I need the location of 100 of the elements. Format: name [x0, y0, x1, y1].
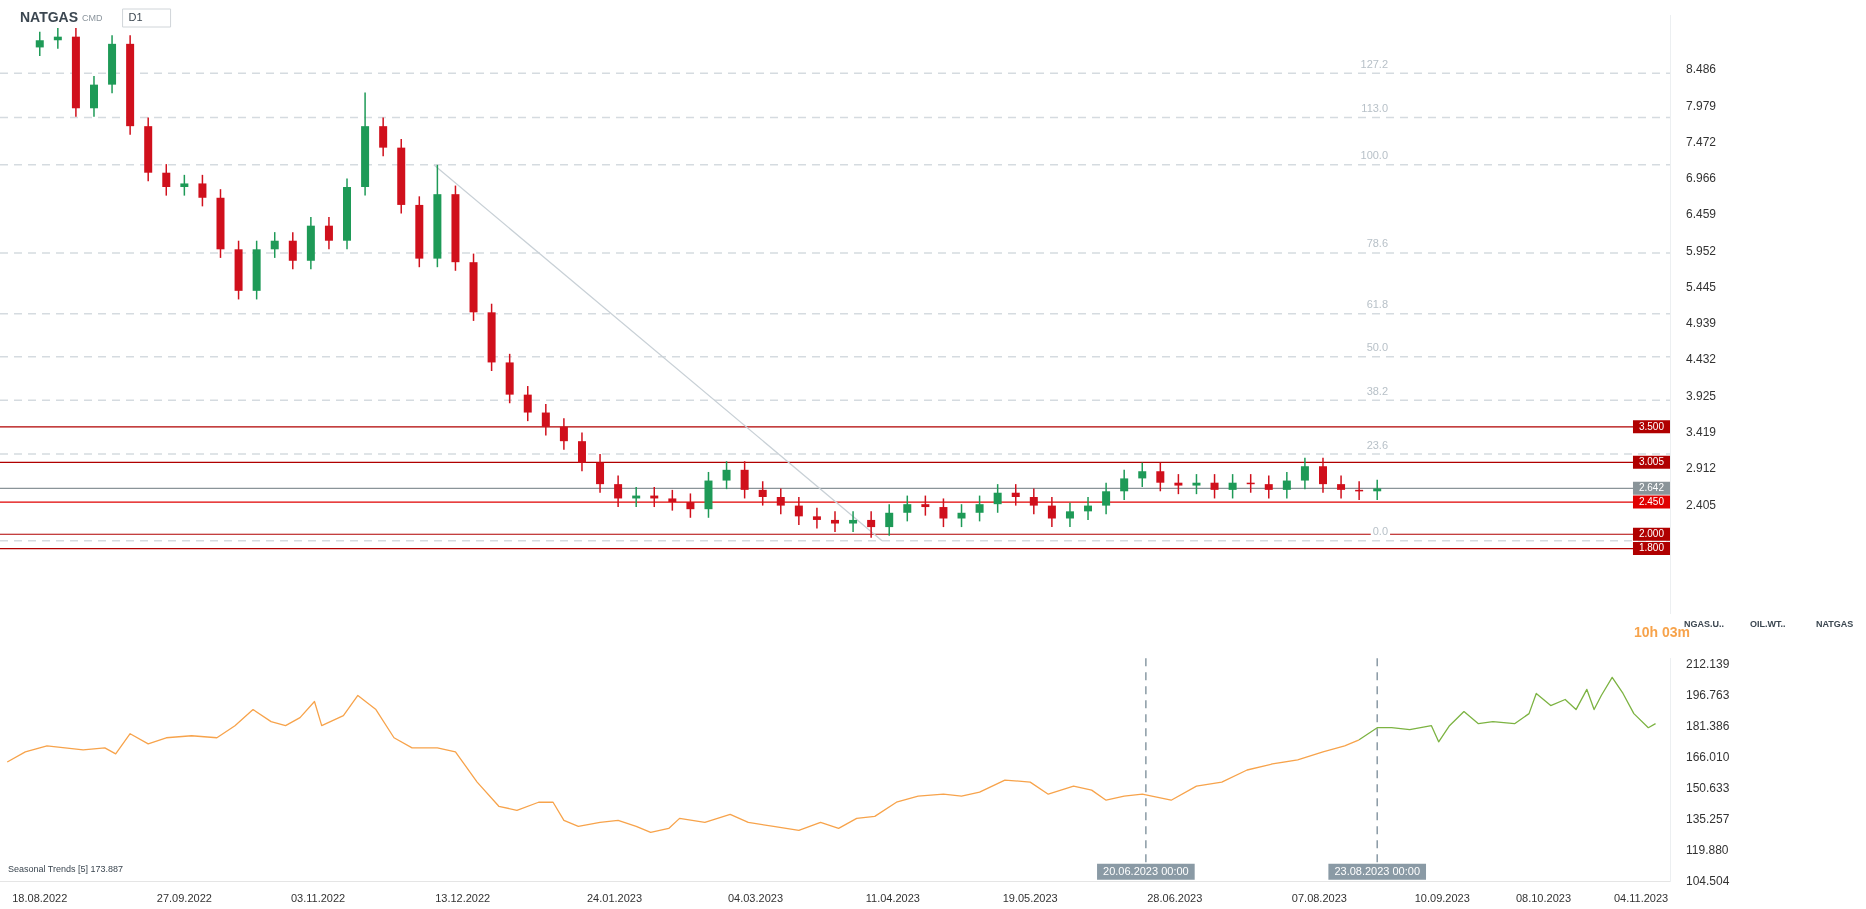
text: NATGAS	[1816, 619, 1854, 630]
candlestick	[1318, 456, 1327, 494]
candlestick	[1120, 469, 1129, 501]
candlestick	[541, 403, 550, 437]
y-tick-label: 2.405	[1686, 497, 1717, 512]
candlestick	[831, 510, 839, 533]
candlestick	[921, 494, 930, 517]
annotation: D1	[128, 11, 143, 24]
candlestick	[740, 460, 749, 500]
x-tick-label: 08.10.2023	[1515, 892, 1572, 905]
candlestick	[1300, 456, 1309, 490]
chart-subtitle: CMD	[82, 13, 104, 24]
candlestick	[939, 497, 948, 528]
annotation: 38.2	[1366, 384, 1389, 397]
candlestick	[903, 494, 912, 523]
candlestick	[722, 460, 731, 490]
candlestick	[577, 431, 586, 472]
ref-line-label: 2.642	[1638, 482, 1665, 494]
ref-line-label: 2.450	[1638, 495, 1665, 507]
ref-line-label: 2.000	[1638, 528, 1665, 539]
y-tick-label: 6.966	[1686, 171, 1717, 186]
y-tick-label: 5.445	[1686, 279, 1717, 294]
chart-title: NATGAS	[20, 8, 79, 25]
candlestick	[1337, 474, 1346, 500]
annotation: 61.8	[1366, 298, 1389, 311]
x-tick-label: 13.12.2022	[435, 892, 491, 905]
y-tick-label: 212.139	[1686, 657, 1730, 672]
y-tick-label: 2.912	[1686, 461, 1717, 476]
y-tick-label: 166.010	[1686, 750, 1730, 765]
x-tick-label: 19.05.2023	[1002, 892, 1058, 905]
x-tick-label: 24.01.2023	[586, 892, 643, 905]
x-tick-label: 04.03.2023	[727, 892, 784, 905]
candlestick	[559, 417, 568, 451]
candlestick	[776, 487, 785, 515]
y-tick-label: 6.459	[1686, 207, 1717, 222]
candlestick	[596, 453, 605, 494]
candlestick	[1228, 473, 1237, 500]
candlestick	[1138, 461, 1147, 488]
candlestick	[794, 496, 803, 526]
candlestick	[1210, 473, 1219, 500]
y-tick-label: 3.419	[1686, 424, 1717, 439]
candlestick	[35, 30, 44, 57]
ref-line-label: 1.800	[1638, 542, 1665, 554]
annotation: 78.6	[1366, 237, 1389, 250]
x-tick-label: 27.09.2022	[156, 892, 212, 905]
candlestick	[1174, 473, 1183, 495]
annotation: 23.6	[1366, 438, 1389, 451]
candlestick	[758, 480, 767, 507]
annotation: 100.0	[1360, 149, 1389, 162]
y-tick-label: 119.880	[1686, 843, 1729, 858]
candlestick	[1065, 502, 1074, 528]
ref-line-label: 23.08.2023 00:00	[1334, 864, 1421, 877]
candlestick	[668, 489, 677, 512]
y-tick-label: 8.486	[1686, 62, 1717, 77]
candlestick	[975, 494, 984, 523]
text: NGAS.U..	[1684, 619, 1725, 630]
candlestick	[379, 116, 388, 157]
y-tick-label: 150.633	[1686, 781, 1730, 796]
candlestick	[993, 483, 1002, 514]
annotation: 50.0	[1366, 341, 1389, 354]
candlestick	[1373, 479, 1382, 501]
candlestick	[686, 492, 695, 519]
candlestick	[198, 174, 207, 208]
annotation: 127.2	[1360, 57, 1389, 70]
y-tick-label: 4.939	[1686, 316, 1717, 331]
y-tick-label: 135.257	[1686, 812, 1730, 827]
candlestick	[812, 507, 821, 530]
candlestick	[849, 510, 858, 533]
x-tick-label: 11.04.2023	[865, 892, 920, 905]
x-tick-label: 18.08.2022	[12, 892, 68, 905]
candlestick	[1156, 461, 1165, 493]
ref-line-label: 3.500	[1638, 420, 1665, 432]
text: OIL.WT..	[1750, 619, 1786, 630]
candlestick	[324, 216, 333, 251]
candlestick	[1029, 487, 1038, 515]
y-tick-label: 196.763	[1686, 688, 1730, 703]
candlestick	[1192, 473, 1201, 495]
y-tick-label: 3.925	[1686, 388, 1717, 403]
candlestick	[523, 385, 532, 422]
candlestick	[1282, 471, 1291, 500]
candlestick	[180, 174, 189, 197]
x-tick-label: 10.09.2023	[1414, 892, 1470, 905]
candlestick	[162, 163, 171, 197]
y-tick-label: 4.432	[1686, 352, 1717, 367]
candlestick	[1047, 496, 1056, 528]
ref-line-label: 3.005	[1638, 456, 1665, 468]
y-tick-label: 181.386	[1686, 719, 1730, 734]
candlestick	[885, 503, 894, 537]
candlestick	[614, 474, 623, 508]
candlestick	[867, 510, 876, 539]
x-tick-label: 07.08.2023	[1291, 892, 1347, 905]
y-tick-label: 7.472	[1686, 134, 1717, 149]
x-tick-label: 03.11.2022	[290, 892, 346, 905]
y-tick-label: 104.504	[1686, 874, 1730, 889]
ref-line-label: 20.06.2023 00:00	[1103, 864, 1189, 877]
text: Seasonal Trends [5] 173.887	[8, 864, 124, 875]
x-tick-label: 04.11.2023	[1613, 892, 1669, 905]
candlestick	[270, 231, 279, 259]
candlestick	[89, 75, 98, 118]
x-tick-label: 28.06.2023	[1147, 892, 1203, 905]
